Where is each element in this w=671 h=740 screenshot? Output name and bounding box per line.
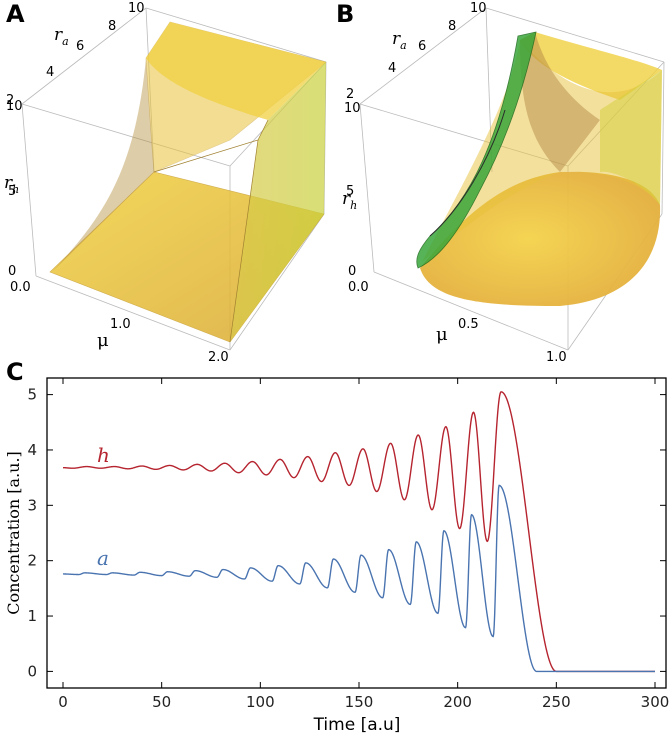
x-tick-labels: 0 50 100 150 200 250 300	[58, 693, 669, 711]
series-line-h	[63, 391, 655, 673]
panel-a-ra-ticks: 2 4 6 8 10	[6, 1, 145, 108]
panel-b-ra-label: ra	[392, 29, 407, 52]
y-tick-label: 1	[27, 607, 37, 625]
panel-a-mu-label: μ	[97, 330, 109, 351]
tick: 2	[346, 87, 354, 102]
tick: 1.0	[546, 350, 567, 365]
tick: 0	[8, 264, 16, 279]
panel-a-letter: A	[6, 0, 25, 28]
panel-a-rh-ticks: 10 5 0	[6, 99, 23, 279]
series-label-h: h	[97, 443, 110, 467]
y-tick-label: 5	[27, 386, 37, 404]
tick: 10	[6, 99, 23, 114]
tick: 6	[418, 39, 426, 54]
panel-b-ra-ticks: 2 4 6 8 10	[346, 1, 487, 102]
plot-frame	[46, 377, 667, 689]
tick: 4	[388, 61, 396, 76]
x-tick-label: 50	[152, 693, 171, 711]
panel-c-letter: C	[6, 358, 24, 386]
panel-b-green-region	[416, 31, 537, 269]
x-tick-label: 150	[345, 693, 374, 711]
tick: 2	[6, 93, 14, 108]
x-axis-label: Time [a.u]	[313, 715, 401, 735]
series-line-a	[62, 484, 655, 673]
series-lines	[62, 391, 655, 673]
tick: 0	[348, 264, 356, 279]
axis-ticks	[47, 378, 666, 688]
tick: 10	[470, 1, 487, 16]
tick: 0.5	[458, 317, 479, 332]
x-tick-label: 300	[641, 693, 670, 711]
y-tick-label: 4	[27, 441, 37, 459]
panel-b-letter: B	[336, 0, 354, 28]
panel-b-surface	[420, 32, 662, 306]
x-tick-label: 0	[58, 693, 68, 711]
panel-a-surface	[49, 21, 327, 343]
y-axis-label: Concentration [a.u.]	[4, 451, 23, 615]
panel-b-mu-ticks: 0.0 0.5 1.0	[348, 280, 567, 365]
panel-b-rh-ticks: 10 5 0	[344, 101, 361, 279]
y-tick-label: 3	[27, 496, 37, 514]
y-tick-label: 0	[27, 662, 37, 680]
panel-b-rh-label: rh	[342, 189, 357, 212]
panel-a-rh-label: rh	[4, 173, 19, 196]
tick: 8	[108, 19, 116, 34]
x-tick-label: 250	[542, 693, 571, 711]
tick: 5	[346, 184, 354, 199]
tick: 10	[128, 1, 145, 16]
panel-b: B 2 4 6 8 10	[336, 0, 665, 365]
series-label-a: a	[97, 546, 109, 570]
tick: 2.0	[208, 350, 229, 365]
y-tick-label: 2	[27, 552, 37, 570]
tick: 1.0	[110, 317, 131, 332]
panel-c: C 0 50 100 150 200 250 300 0 1 2 3 4 5 h a Concentr…	[4, 358, 669, 735]
tick: 10	[344, 101, 361, 116]
panel-b-mu-label: μ	[436, 324, 448, 345]
tick: 4	[46, 65, 54, 80]
tick: 6	[76, 39, 84, 54]
panel-a-mu-ticks: 0.0 1.0 2.0	[10, 280, 229, 365]
panel-a-ra-label: ra	[54, 25, 69, 48]
y-tick-labels: 0 1 2 3 4 5	[27, 386, 37, 681]
panel-a: A 2 4 6 8	[4, 0, 327, 365]
tick: 5	[8, 184, 16, 199]
tick: 0.0	[10, 280, 31, 295]
x-tick-label: 200	[443, 693, 472, 711]
x-tick-label: 100	[246, 693, 275, 711]
tick: 8	[448, 19, 456, 34]
tick: 0.0	[348, 280, 369, 295]
